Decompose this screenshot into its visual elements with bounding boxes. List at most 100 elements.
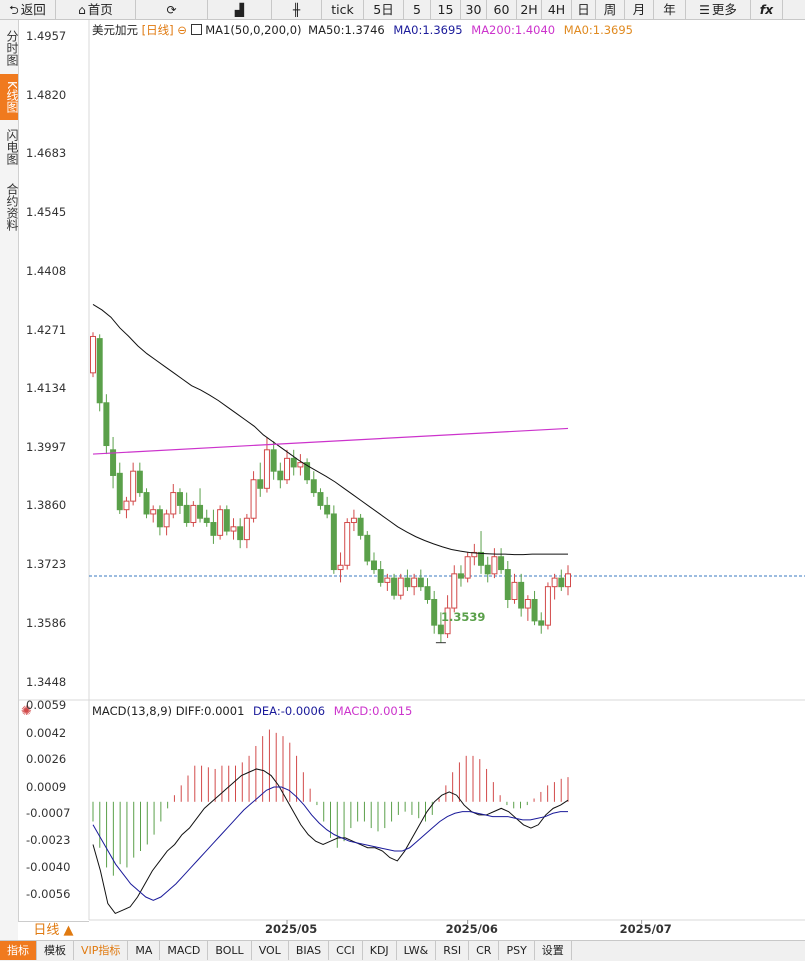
toolbar-button-4[interactable]: ╫ [272,0,322,19]
indicator-tab-10[interactable]: LW& [397,941,437,960]
toolbar-button-15[interactable]: 月 [625,0,654,19]
candle-body [437,624,444,635]
indicator-tab-3[interactable]: MA [128,941,161,960]
tab-contract-info[interactable]: 合约资料 [5,183,19,231]
toolbar-button-10[interactable]: 60 [487,0,517,19]
candle-body [223,509,230,532]
time-tick-label: 2025/05 [265,922,318,936]
macd-tick-label: -0.0040 [26,860,71,875]
candle-body [96,338,103,404]
toolbar-button-2[interactable]: ⟳ [136,0,208,19]
toolbar-button-17[interactable]: ☰ 更多 [686,0,751,19]
indicator-tab-9[interactable]: KDJ [363,941,397,960]
candle-body [110,449,117,476]
indicator-tab-13[interactable]: PSY [499,941,535,960]
candle-body [424,586,431,600]
collapse-toggle-icon[interactable]: ⊖ [177,23,187,37]
diff-line [92,768,569,915]
candle-body [250,479,257,519]
indicator-tab-6[interactable]: VOL [252,941,289,960]
macd-tick-label: 0.0026 [26,752,67,767]
candle-body [143,492,150,515]
toolbar-label: 年 [663,1,676,17]
candle-body [243,517,250,541]
price-tick-label: 1.4408 [26,264,67,279]
toolbar-button-13[interactable]: 日 [572,0,596,19]
toolbar-button-6[interactable]: 5日 [364,0,404,19]
candle-body [397,577,404,596]
toolbar-button-18[interactable]: fx [751,0,783,19]
candle-body [230,526,237,532]
period-selector[interactable]: 日线 ▲ [18,921,89,940]
indicator-tab-4[interactable]: MACD [160,941,209,960]
indicator-tab-8[interactable]: CCI [329,941,363,960]
period-low-label: 1.3539 [441,610,486,624]
diff-value: DIFF:0.0001 [175,704,245,718]
indicator-tab-0[interactable]: 指标 [0,941,37,960]
tab-flash-chart[interactable]: 闪电图 [5,129,19,165]
toolbar-button-5[interactable]: tick [322,0,364,19]
candle-body [176,492,183,506]
dea-value: DEA:-0.0006 [253,704,326,718]
ma0-value-a: MA0:1.3695 [393,23,463,37]
candle-body [290,457,297,468]
indicator-settings-icon[interactable] [190,24,202,35]
candle-body [217,509,224,536]
period-label: [日线] [141,23,174,37]
toolbar-button-0[interactable]: ⮌ 返回 [0,0,56,19]
candle-body [103,402,110,447]
ma200-value: MA200:1.4040 [471,23,556,37]
price-tick-label: 1.4271 [26,322,67,337]
toolbar-label: 30 [465,1,482,17]
toolbar-button-1[interactable]: ⌂ 首页 [56,0,136,19]
candle-body [337,564,344,571]
macd-tick-label: 0.0042 [26,725,67,740]
macd-settings-icon[interactable]: ✺ [21,704,32,719]
candle-body [364,534,371,562]
candle-body [257,479,264,489]
indicator-tab-2[interactable]: VIP指标 [74,941,129,960]
indicator-tab-7[interactable]: BIAS [289,941,330,960]
price-tick-label: 1.4683 [26,146,67,161]
toolbar-button-12[interactable]: 4H [542,0,572,19]
toolbar-label: 15 [437,1,454,17]
price-tick-label: 1.3997 [26,439,67,454]
candle-body [558,577,565,588]
tab-kline[interactable]: K线图 [0,74,19,120]
toolbar-button-9[interactable]: 30 [461,0,487,19]
home-icon: ⌂ [78,2,86,17]
indicator-tab-14[interactable]: 设置 [535,941,572,960]
toolbar-button-11[interactable]: 2H [517,0,542,19]
candle-body [417,577,424,588]
indicator-tab-11[interactable]: RSI [436,941,470,960]
candle-body [457,573,464,579]
toolbar-button-14[interactable]: 周 [596,0,625,19]
toolbar-label: 5 [413,1,421,17]
ma50-line [92,303,568,556]
toolbar-label: 4H [547,1,566,17]
macd-tick-label: 0.0009 [26,780,67,794]
tab-time-sharing[interactable]: 分时图 [5,30,19,66]
toolbar-label: 更多 [711,1,737,17]
candle-body [511,581,518,600]
toolbar-button-8[interactable]: 15 [431,0,461,19]
candle-body [350,517,357,524]
price-tick-label: 1.3860 [26,498,67,513]
macd-tick-label: -0.0007 [26,806,71,821]
bar-chart-icon: ▟ [234,2,245,17]
indicator-tab-12[interactable]: CR [469,941,500,960]
candle-body [183,504,190,524]
toolbar-button-3[interactable]: ▟ [208,0,272,19]
candle-body [203,517,210,524]
candle-body [304,462,311,481]
macd-label: MACD(13,8,9) [92,704,173,718]
indicator-tab-1[interactable]: 模板 [37,941,74,960]
indicator-tab-5[interactable]: BOLL [208,941,252,960]
top-toolbar: ⮌ 返回 ⌂ 首页 ⟳ ▟ ╫ tick 5日 5 15 30 60 2H 4H 日周月年 ☰ 更多 fx [0,0,805,20]
toolbar-button-7[interactable]: 5 [404,0,431,19]
candle-body [270,449,277,472]
time-tick-label: 2025/07 [619,922,672,936]
toolbar-button-16[interactable]: 年 [654,0,686,19]
ma0-value-b: MA0:1.3695 [563,23,634,37]
